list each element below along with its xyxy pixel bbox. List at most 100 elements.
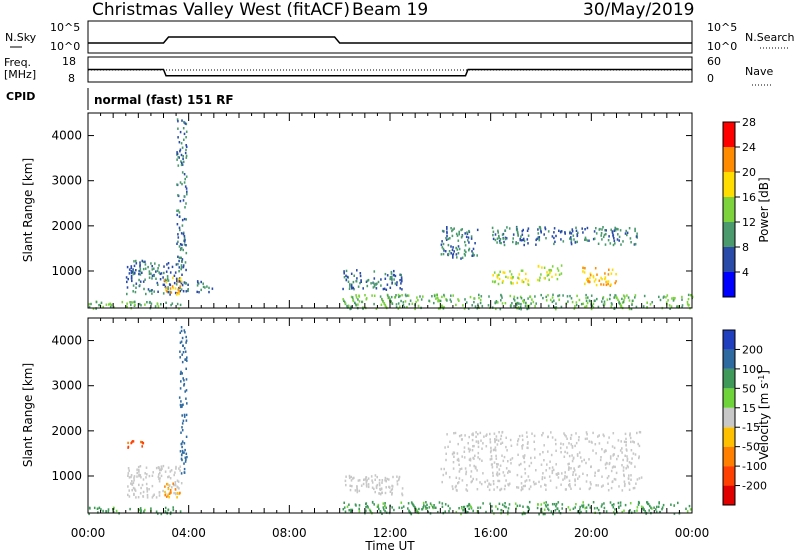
heatmap-cell [176, 479, 179, 482]
heatmap-cell [526, 229, 529, 232]
heatmap-cell [160, 468, 162, 472]
heatmap-cell [410, 512, 413, 516]
heatmap-cell [472, 433, 474, 437]
heatmap-cell [444, 510, 446, 513]
heatmap-cell [138, 468, 140, 472]
heatmap-cell [458, 507, 460, 510]
heatmap-cell [500, 241, 502, 245]
heatmap-cell [145, 292, 147, 296]
heatmap-cell [176, 183, 178, 186]
heatmap-cell [179, 403, 182, 407]
heatmap-cell [609, 455, 612, 458]
heatmap-cell [151, 496, 154, 499]
heatmap-cell [565, 488, 567, 491]
heatmap-cell [464, 254, 466, 257]
heatmap-cell [162, 276, 164, 279]
heatmap-cell [176, 485, 179, 488]
heatmap-cell [181, 353, 183, 356]
heatmap-cell [624, 432, 627, 436]
x-tick-label: 04:00 [171, 526, 206, 540]
heatmap-cell [165, 290, 168, 293]
heatmap-cell [498, 468, 501, 471]
heatmap-cell [150, 507, 152, 510]
heatmap-cell [553, 227, 556, 230]
heatmap-cell [570, 241, 573, 244]
y-tick-label: 1000 [51, 469, 82, 483]
heatmap-cell [636, 478, 639, 481]
heatmap-cell [175, 293, 178, 296]
heatmap-cell [153, 267, 155, 270]
heatmap-cell [651, 507, 653, 510]
heatmap-cell [541, 477, 544, 481]
colorbar-tick-label: 8 [742, 241, 749, 254]
heatmap-cell [624, 296, 626, 299]
heatmap-cell [525, 272, 527, 276]
heatmap-cell [171, 486, 173, 489]
heatmap-cell [586, 474, 588, 477]
heatmap-cell [623, 298, 625, 302]
heatmap-cell [689, 294, 692, 297]
heatmap-cell [537, 228, 539, 231]
heatmap-cell [453, 455, 455, 458]
heatmap-cell [385, 288, 388, 291]
heatmap-cell [557, 476, 560, 479]
heatmap-cell [601, 228, 603, 231]
heatmap-cell [185, 251, 188, 255]
heatmap-cell [184, 151, 187, 155]
heatmap-cell [370, 475, 373, 478]
heatmap-cell [348, 287, 351, 290]
heatmap-cell [544, 476, 546, 479]
heatmap-cell [178, 211, 181, 214]
beam-title: Beam 19 [352, 0, 428, 20]
heatmap-cell [419, 295, 421, 298]
heatmap-cell [604, 276, 607, 279]
heatmap-cell [158, 491, 161, 494]
heatmap-cell [505, 505, 507, 509]
heatmap-cell [175, 263, 178, 266]
heatmap-cell [422, 501, 425, 505]
heatmap-cell [509, 470, 511, 473]
heatmap-cell [470, 480, 473, 484]
heatmap-cell [471, 250, 473, 253]
heatmap-cell [568, 454, 571, 458]
heatmap-cell [567, 463, 569, 466]
heatmap-cell [491, 509, 493, 513]
heatmap-cell [169, 477, 172, 480]
heatmap-cell [501, 454, 503, 457]
heatmap-cell [360, 280, 362, 283]
heatmap-cell [414, 307, 416, 311]
heatmap-cell [458, 247, 461, 251]
heatmap-cell [144, 263, 147, 266]
heatmap-cell [630, 462, 632, 465]
heatmap-cell [482, 502, 484, 505]
heatmap-cell [522, 444, 524, 447]
heatmap-cell [506, 226, 508, 229]
heatmap-cell [134, 290, 137, 294]
heatmap-cell [638, 456, 640, 460]
heatmap-cell [177, 288, 179, 291]
heatmap-cell [582, 231, 584, 234]
heatmap-cell [396, 483, 399, 486]
heatmap-cell [180, 288, 183, 291]
heatmap-cell [367, 485, 370, 489]
heatmap-cell [180, 153, 183, 157]
heatmap-cell [355, 280, 358, 283]
heatmap-cell [532, 480, 535, 484]
heatmap-cell [467, 307, 470, 310]
heatmap-cell [523, 298, 525, 302]
heatmap-cell [446, 235, 448, 238]
heatmap-cell [397, 293, 400, 297]
heatmap-cell [567, 468, 570, 471]
heatmap-cell [127, 493, 129, 497]
heatmap-cell [167, 288, 169, 291]
heatmap-cell [182, 264, 185, 267]
heatmap-cell [401, 492, 403, 495]
heatmap-cell [634, 465, 636, 468]
heatmap-cell [504, 236, 507, 239]
heatmap-cell [650, 506, 652, 509]
heatmap-cell [586, 226, 589, 230]
heatmap-cell [492, 480, 495, 483]
heatmap-cell [185, 378, 188, 381]
heatmap-cell [494, 233, 497, 236]
heatmap-cell [665, 296, 667, 299]
